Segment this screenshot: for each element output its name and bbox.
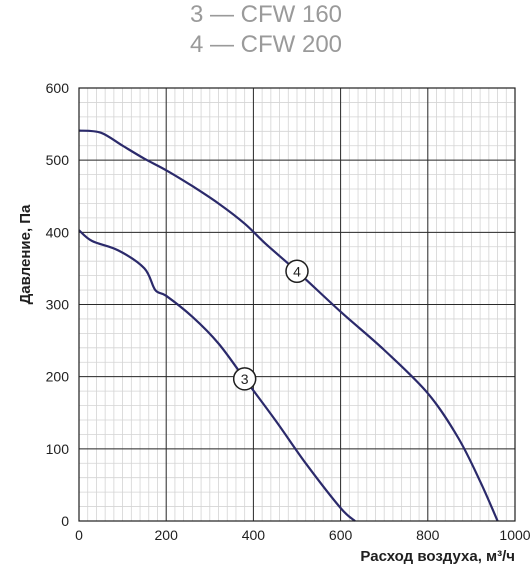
curve-marker-4 [285, 259, 309, 284]
curves [78, 129, 499, 522]
x-tick-label: 600 [329, 527, 353, 543]
x-axis-ticks: 0 200 400 600 800 1000 [75, 527, 531, 543]
plot-frame [78, 87, 516, 522]
y-axis-title: Давление, Па [17, 204, 34, 304]
curve-label-4: 4 [293, 263, 301, 279]
y-tick-label: 100 [46, 441, 70, 457]
y-tick-label: 300 [46, 297, 70, 313]
y-tick-label: 600 [46, 80, 70, 96]
chart-legend: 3 — CFW 160 4 — CFW 200 [0, 0, 532, 60]
y-tick-label: 200 [46, 369, 70, 385]
x-tick-label: 400 [242, 527, 266, 543]
x-tick-label: 200 [155, 527, 179, 543]
y-tick-label: 400 [46, 224, 70, 240]
curve-labels: 34 [232, 259, 309, 391]
legend-entry-4: 4 — CFW 200 [189, 31, 343, 58]
curve-3 [78, 229, 356, 522]
curve-marker-3 [232, 367, 257, 391]
x-tick-label: 800 [416, 527, 440, 543]
x-tick-label: 0 [75, 527, 83, 543]
x-tick-label: 1000 [499, 527, 530, 543]
curve-label-3: 3 [241, 371, 249, 387]
y-tick-label: 0 [61, 513, 69, 529]
y-tick-label: 500 [46, 152, 70, 168]
curve-4 [78, 129, 499, 522]
legend-entry-3: 3 — CFW 160 [189, 1, 343, 28]
x-axis-title: Расход воздуха, м³/ч [360, 548, 515, 565]
y-axis-ticks: 0 100 200 300 400 500 600 [46, 80, 70, 529]
